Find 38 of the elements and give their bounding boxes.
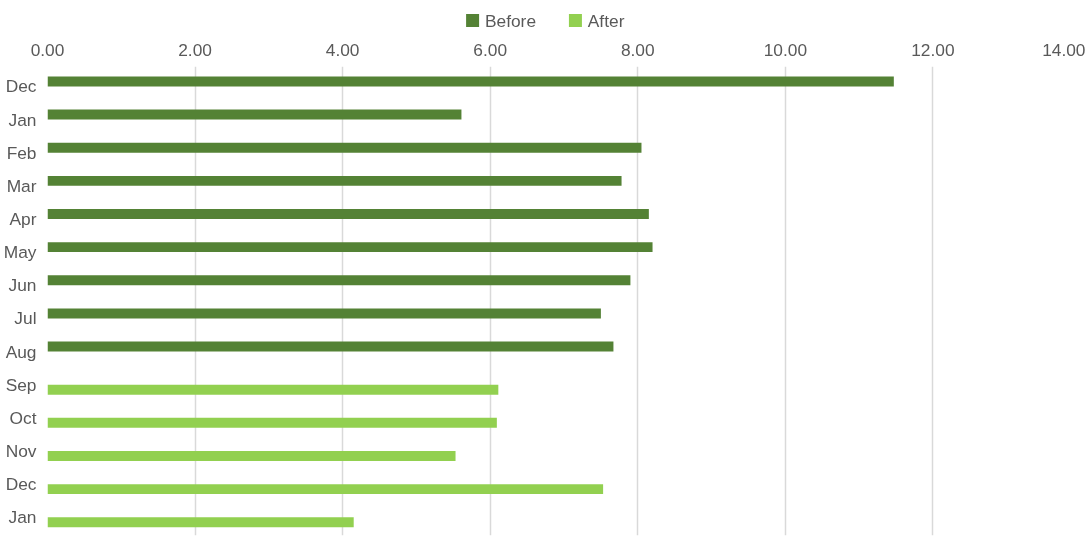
x-tick-label: 14.00 <box>1042 39 1086 60</box>
y-tick-label: Dec <box>5 474 37 495</box>
y-tick-label: Jan <box>8 109 37 130</box>
y-tick-label: Oct <box>9 407 37 428</box>
x-tick-label: 6.00 <box>473 39 508 60</box>
x-tick-label: 4.00 <box>325 39 360 60</box>
y-tick-label: Aug <box>5 341 37 362</box>
bar <box>47 450 456 461</box>
bar <box>47 384 499 395</box>
bar <box>47 484 604 495</box>
x-tick-label: 2.00 <box>178 39 212 60</box>
x-tick-label: 0.00 <box>30 39 65 60</box>
bar <box>47 76 894 87</box>
bar <box>47 275 631 286</box>
y-tick-label: Jun <box>8 275 37 296</box>
y-tick-label: Apr <box>9 208 37 229</box>
x-tick-label: 12.00 <box>911 39 955 60</box>
bar <box>47 417 497 428</box>
y-tick-label: Dec <box>5 76 37 97</box>
x-tick-label: 8.00 <box>620 39 655 60</box>
y-tick-label: Mar <box>6 175 37 196</box>
y-tick-label: Jul <box>14 308 37 329</box>
bar <box>47 109 462 120</box>
y-tick-label: Feb <box>6 142 37 163</box>
x-tick-label: 10.00 <box>763 39 808 60</box>
y-tick-label: Nov <box>5 440 37 461</box>
bar <box>47 308 601 319</box>
bar <box>47 209 649 219</box>
bar <box>47 142 642 153</box>
legend-label: After <box>587 10 625 31</box>
y-tick-label: Sep <box>5 374 37 395</box>
bar <box>47 517 354 528</box>
y-tick-label: May <box>3 242 37 263</box>
bar <box>47 175 622 186</box>
y-tick-label: Jan <box>8 507 37 528</box>
legend-label: Before <box>484 10 537 31</box>
bar <box>47 242 653 253</box>
bar <box>47 341 614 352</box>
